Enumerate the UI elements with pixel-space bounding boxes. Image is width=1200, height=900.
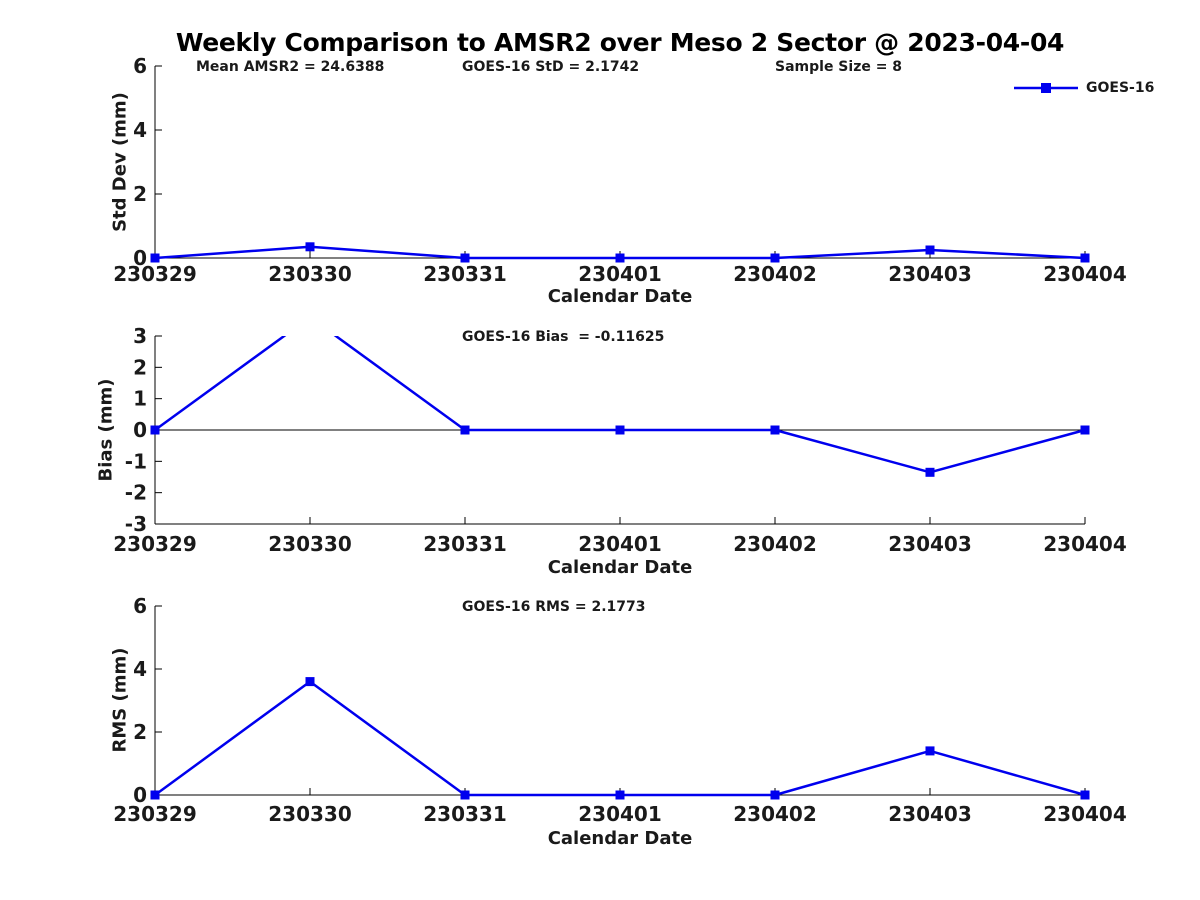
legend-line-icon [1014,83,1078,93]
x-tick-label: 230402 [733,532,817,556]
legend-label: GOES-16 [1086,80,1155,96]
y-tick-label: 4 [133,118,147,142]
data-marker [460,790,470,800]
data-marker [1080,425,1090,435]
x-tick-label: 230403 [888,802,972,826]
annotation-goes16-std: GOES-16 StD = 2.1742 [462,59,640,75]
x-tick-label: 230329 [113,802,197,826]
annotation-goes16-rms: GOES-16 RMS = 2.1773 [462,599,646,615]
x-tick-label: 230329 [113,532,197,556]
data-marker [615,425,625,435]
data-marker [150,790,160,800]
data-marker [770,790,780,800]
annotation-goes16-bias: GOES-16 Bias = -0.11625 [462,329,665,345]
x-tick-label: 230329 [113,262,197,286]
x-tick-label: 230402 [733,802,817,826]
data-marker [770,253,780,263]
x-axis-label-rms: Calendar Date [547,828,693,849]
x-tick-label: 230331 [423,262,507,286]
y-tick-label: 0 [133,418,147,442]
y-tick-label: 4 [133,657,147,681]
x-axis-label-stddev: Calendar Date [547,286,693,307]
x-tick-label: 230403 [888,532,972,556]
y-axis-label-rms: RMS (mm) [109,647,131,753]
data-marker [305,677,315,687]
y-tick-label: 6 [133,54,147,78]
y-tick-label: 1 [133,387,147,411]
data-marker [460,425,470,435]
y-axis-label-bias: Bias (mm) [95,378,117,482]
x-tick-label: 230401 [578,262,662,286]
y-tick-label: 2 [133,182,147,206]
data-marker [925,746,935,756]
x-tick-label: 230403 [888,262,972,286]
data-marker [925,467,935,477]
x-tick-label: 230401 [578,802,662,826]
data-marker [1080,790,1090,800]
legend: GOES-16 [1014,80,1154,96]
x-tick-label: 230330 [268,262,352,286]
data-marker [1080,253,1090,263]
annotation-mean-amsr2: Mean AMSR2 = 24.6388 [196,59,385,75]
data-marker [460,253,470,263]
annotation-sample-size: Sample Size = 8 [775,59,903,75]
subplot-rms: 0 2 4 6 230329 230330 230331 230401 230402 230403… [113,594,1127,826]
data-marker [150,425,160,435]
data-marker [305,242,315,252]
data-marker [615,790,625,800]
x-tick-label: 230331 [423,802,507,826]
y-tick-label: 2 [133,355,147,379]
y-tick-label: 2 [133,720,147,744]
y-tick-label: 3 [133,324,147,348]
subplot-stddev: 0 2 4 6 230329 230330 230331 230401 230402 230403… [113,54,1127,286]
x-tick-label: 230404 [1043,802,1127,826]
y-axis-label-stddev: Std Dev (mm) [109,92,131,232]
x-axis-label-bias: Calendar Date [547,557,693,578]
x-tick-label: 230404 [1043,532,1127,556]
y-tick-label: -3 [125,512,147,536]
data-marker [770,425,780,435]
x-tick-label: 230331 [423,532,507,556]
y-tick-label: 0 [133,246,147,270]
data-marker [615,253,625,263]
x-tick-label: 230402 [733,262,817,286]
x-tick-label: 230330 [268,532,352,556]
data-marker [150,253,160,263]
data-line-rms [154,680,1086,797]
x-tick-label: 230404 [1043,262,1127,286]
y-tick-label: -1 [125,449,147,473]
x-tick-label: 230401 [578,532,662,556]
y-tick-label: 6 [133,594,147,618]
y-tick-label: -2 [125,481,147,505]
y-tick-label: 0 [133,783,147,807]
data-marker [925,245,935,255]
x-tick-label: 230330 [268,802,352,826]
figure-title: Weekly Comparison to AMSR2 over Meso 2 S… [175,28,1065,57]
